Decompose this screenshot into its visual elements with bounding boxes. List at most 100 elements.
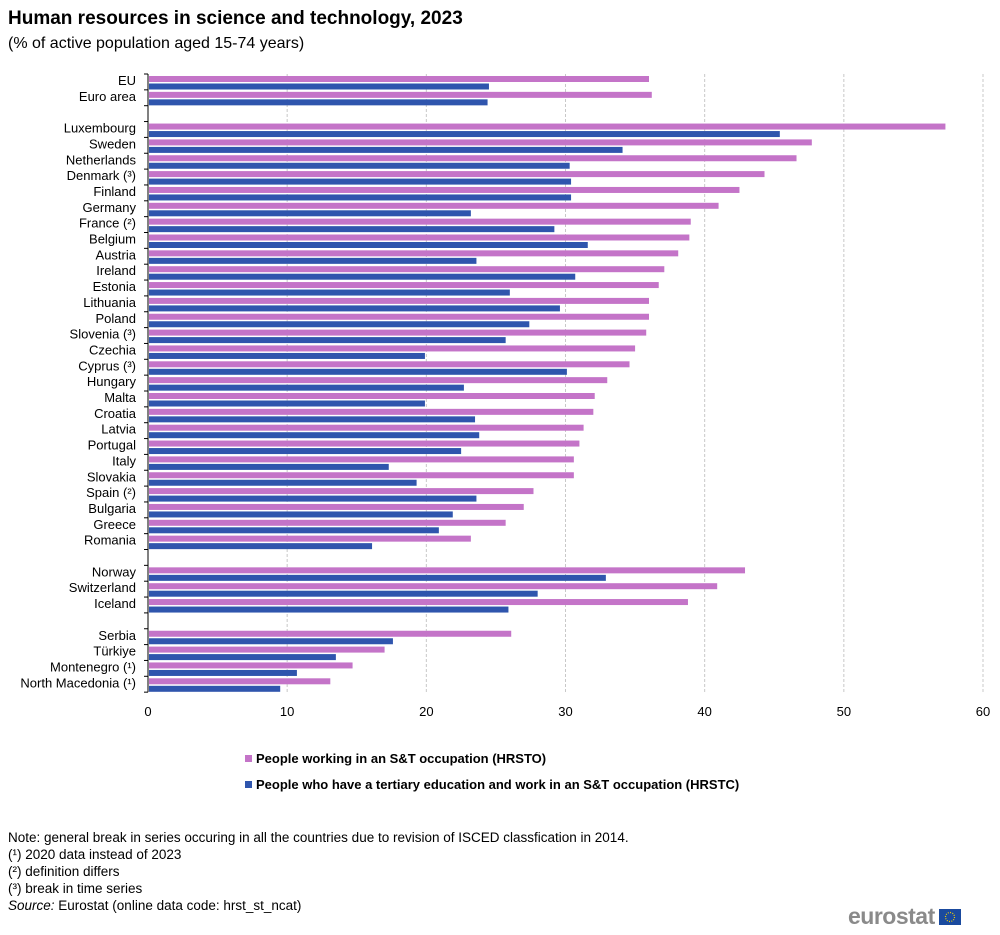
bar-hrsto [149,91,652,98]
logo-text: eurostat [848,903,935,929]
category-label: Slovenia (³) [70,327,136,342]
category-label: Portugal [88,438,137,453]
bar-hrstc [149,368,567,375]
category-label: Hungary [87,374,137,389]
category-label: Euro area [79,89,137,104]
bar-hrsto [149,361,630,368]
bar-hrstc [149,606,509,613]
bar-hrstc [149,495,477,502]
bar-hrstc [149,543,373,550]
bar-hrstc [149,685,281,692]
category-label: France (²) [79,216,136,231]
category-label: Serbia [98,628,136,643]
x-tick-label: 0 [144,704,151,719]
category-label: Luxembourg [64,121,136,136]
x-tick-label: 20 [419,704,433,719]
bar-hrstc [149,479,417,486]
category-label: Italy [112,453,136,468]
bar-hrsto [149,535,471,542]
bar-hrstc [149,432,480,439]
bar-hrstc [149,99,488,106]
bar-hrstc [149,305,560,312]
bar-hrsto [149,202,719,209]
bar-hrsto [149,599,688,606]
bar-hrsto [149,313,649,320]
source-line: Source: Eurostat (online data code: hrst… [8,897,629,914]
category-label: Austria [96,247,137,262]
bar-hrsto [149,408,594,415]
bar-hrsto [149,186,740,193]
category-label: Sweden [89,136,136,151]
source-text: Eurostat (online data code: hrst_st_ncat… [54,898,302,913]
bar-hrsto [149,329,647,336]
category-label: Lithuania [83,295,137,310]
bar-hrstc [149,416,476,423]
bar-hrsto [149,630,512,637]
bar-hrsto [149,440,580,447]
x-tick-label: 50 [837,704,851,719]
legend-item-hrsto: People working in an S&T occupation (HRS… [245,751,546,766]
bar-hrstc [149,289,510,296]
bar-hrsto [149,567,746,574]
category-label: Romania [84,533,137,548]
source-label: Source: [8,898,55,913]
category-label: Latvia [101,422,136,437]
bar-hrsto [149,282,659,289]
bar-hrstc [149,146,623,153]
bar-hrstc [149,178,572,185]
bar-hrsto [149,646,385,653]
bar-hrsto [149,345,636,352]
note-2: (²) definition differs [8,864,120,879]
category-label: North Macedonia (¹) [20,675,136,690]
bar-hrsto [149,456,574,463]
bar-hrstc [149,226,555,233]
chart-title: Human resources in science and technolog… [8,8,463,29]
category-label: Spain (²) [86,485,136,500]
legend-item-hrstc: People who have a tertiary education and… [245,777,739,792]
bar-hrsto [149,393,595,399]
bar-hrsto [149,266,665,273]
category-label: Iceland [94,596,136,611]
bar-hrsto [149,76,649,82]
category-label: Norway [92,564,137,579]
bar-hrstc [149,352,425,359]
bar-hrsto [149,678,331,685]
category-label: Croatia [94,406,137,421]
bar-hrstc [149,384,464,391]
legend-label-hrsto: People working in an S&T occupation (HRS… [256,751,547,766]
bar-hrsto [149,472,574,479]
note-general: Note: general break in series occuring i… [8,830,629,845]
note-1: (¹) 2020 data instead of 2023 [8,847,182,862]
eu-flag-icon [938,908,961,925]
category-label: Finland [93,184,136,199]
bar-hrstc [149,638,393,645]
category-label: Switzerland [69,580,136,595]
bar-hrsto [149,139,812,146]
bar-hrstc [149,273,576,280]
bar-hrsto [149,519,506,526]
category-label: Slovakia [87,469,137,484]
bar-hrstc [149,337,506,344]
bar-hrsto [149,424,584,431]
bar-hrstc [149,83,489,90]
bar-hrstc [149,242,588,248]
category-label: Poland [96,311,136,326]
bar-hrstc [149,210,471,217]
bar-hrstc [149,257,477,264]
category-label: Germany [83,200,137,215]
eurostat-logo: eurostat [848,903,961,930]
x-tick-label: 10 [280,704,294,719]
note-3: (³) break in time series [8,881,143,896]
bar-hrstc [149,654,336,661]
legend-swatch-hrsto [245,755,252,762]
category-label: EU [118,73,136,88]
category-label: Belgium [89,232,136,247]
category-label: Estonia [93,279,137,294]
bar-hrsto [149,297,649,304]
bar-hrstc [149,590,538,597]
category-label: Bulgaria [88,501,136,516]
bar-hrstc [149,131,780,138]
category-label: Malta [104,390,137,405]
